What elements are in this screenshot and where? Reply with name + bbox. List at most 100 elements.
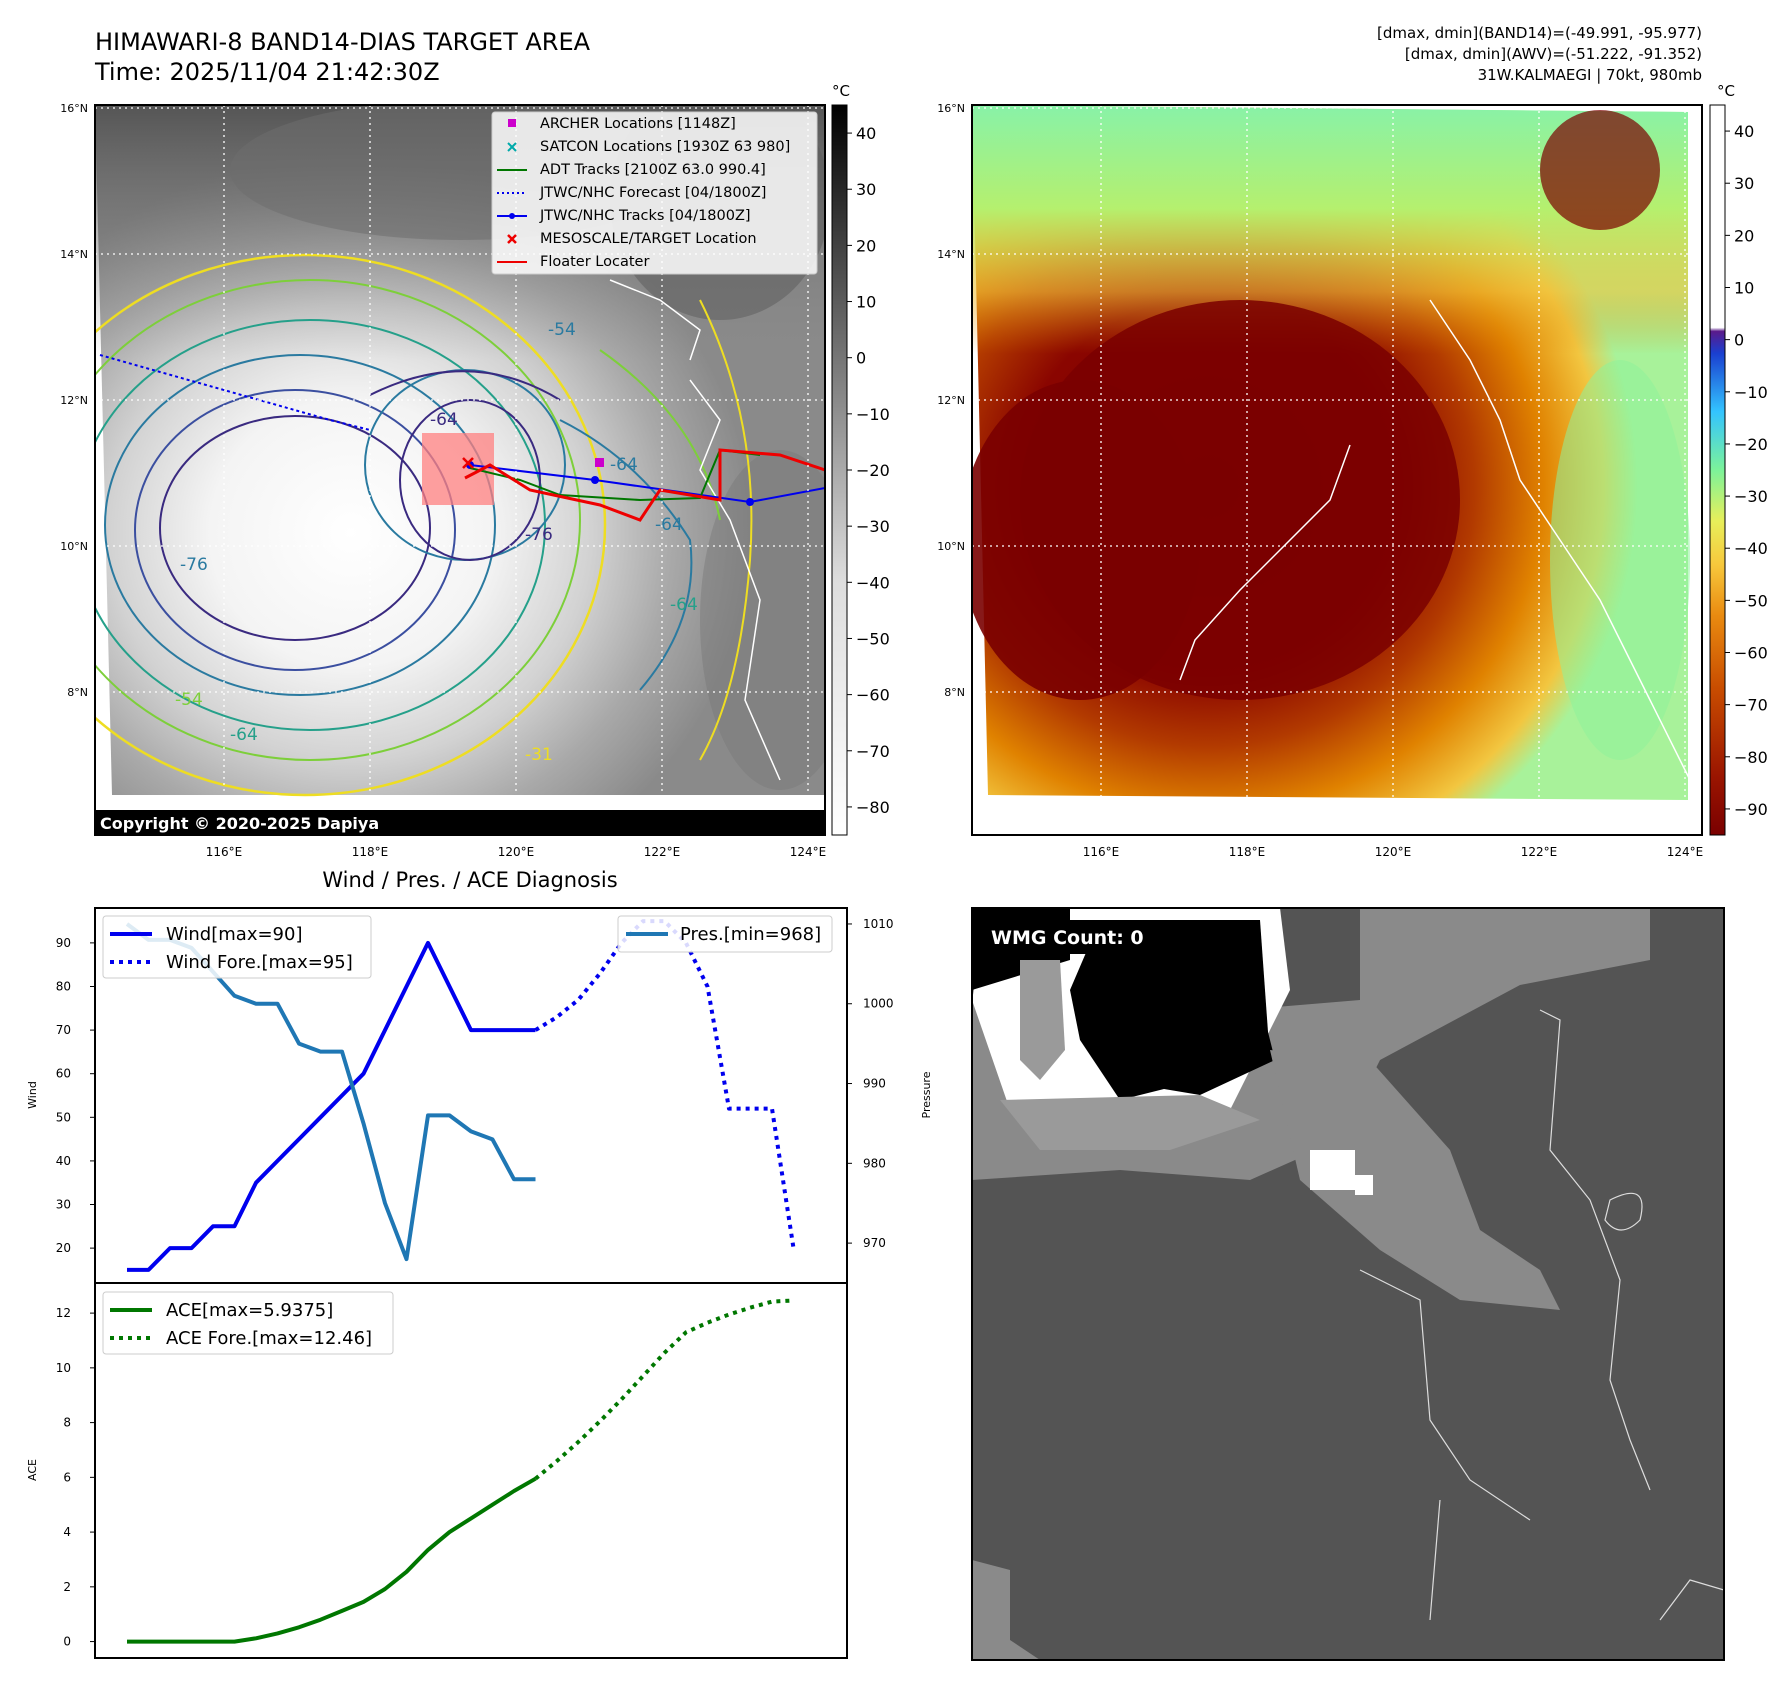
y-tick-label: 4 — [63, 1525, 71, 1539]
lon-label: 118°E — [352, 845, 389, 859]
copyright-text: Copyright © 2020-2025 Dapiya — [100, 814, 379, 833]
wind-legend: Wind[max=90] Wind Fore.[max=95] — [102, 915, 372, 979]
chart-title: Wind / Pres. / ACE Diagnosis — [322, 868, 617, 892]
copyright-box — [95, 810, 825, 835]
map-legend: ARCHER Locations [1148Z] SATCON Location… — [491, 111, 818, 275]
info-storm: 31W.KALMAEGI | 70kt, 980mb — [1478, 66, 1702, 84]
colorbar-tick-label: −10 — [1734, 383, 1768, 402]
lon-label: 120°E — [498, 845, 535, 859]
figure-time: Time: 2025/11/04 21:42:30Z — [94, 58, 440, 86]
contour-label: -64 — [655, 515, 683, 535]
lon-label: 116°E — [206, 845, 243, 859]
colorbar-tick-label: −70 — [856, 742, 890, 761]
y-tick-label: 90 — [56, 936, 71, 950]
y-tick-label: 80 — [56, 979, 71, 993]
y-tick-label: 60 — [56, 1067, 71, 1081]
contour-label: -64 — [230, 725, 258, 745]
ir-colorbar: °C 40 30 20 10 0 −10 −20 −30 −40 −50 −60 −70 −80 — [831, 82, 890, 836]
lon-label: 122°E — [644, 845, 681, 859]
legend-ace-fore: ACE Fore.[max=12.46] — [166, 1328, 372, 1349]
contour-label: -54 — [548, 320, 576, 340]
lat-label: 16°N — [60, 102, 88, 115]
colorbar-tick-label: 40 — [1734, 122, 1754, 141]
colorbar-tick-label: 30 — [1734, 174, 1754, 193]
lat-label: 12°N — [60, 394, 88, 407]
colorbar-tick-label: 0 — [856, 349, 866, 368]
legend-pressure: Pres.[min=968] — [680, 924, 821, 945]
series-line-wind — [127, 940, 536, 1272]
wind-pressure-chart: 20 30 40 50 60 70 80 90 970 980 990 1000 1010 Wind P… — [26, 907, 933, 1284]
y-tick-label-right: 1000 — [863, 997, 894, 1011]
colorbar-tick-label: 20 — [1734, 226, 1754, 245]
contour-label: -64 — [670, 595, 698, 615]
figure-title: HIMAWARI-8 BAND14-DIAS TARGET AREA — [95, 28, 591, 56]
legend-target: MESOSCALE/TARGET Location — [540, 231, 757, 247]
contour-label: -76 — [180, 555, 208, 575]
lon-label: 116°E — [1083, 845, 1120, 859]
colorbar-tick-label: 40 — [856, 124, 876, 143]
y-tick-label: 2 — [63, 1580, 71, 1594]
legend-jtwc-forecast: JTWC/NHC Forecast [04/1800Z] — [539, 185, 766, 201]
awv-map-panel: 16°N 14°N 12°N 10°N 8°N 116°E 118°E 120°… — [937, 82, 1768, 859]
y-tick-label: 20 — [56, 1241, 71, 1255]
y-tick-label: 0 — [63, 1635, 71, 1649]
lat-label: 16°N — [937, 102, 965, 115]
colorbar-tick-label: 30 — [856, 180, 876, 199]
colorbar-tick-label: 20 — [856, 236, 876, 255]
legend-floater: Floater Locater — [540, 254, 649, 270]
lat-label: 14°N — [60, 248, 88, 261]
lon-label: 120°E — [1375, 845, 1412, 859]
info-awv-range: [dmax, dmin](AWV)=(-51.222, -91.352) — [1405, 45, 1702, 63]
lat-label: 8°N — [944, 686, 965, 699]
colorbar-tick-label: −40 — [856, 573, 890, 592]
legend-satcon: SATCON Locations [1930Z 63 980] — [540, 139, 790, 155]
series-line-ace-fore- — [534, 1298, 794, 1481]
y-tick-label-right: 1010 — [863, 917, 894, 931]
archer-marker — [595, 458, 604, 467]
wmg-count-box — [981, 920, 1161, 954]
colorbar-tick-label: −80 — [1734, 748, 1768, 767]
colorbar-tick-label: 10 — [856, 293, 876, 312]
contour-label: -54 — [175, 690, 203, 710]
y-tick-label: 50 — [56, 1110, 71, 1124]
contour-label: -64 — [430, 410, 458, 430]
colorbar-tick-label: −20 — [1734, 435, 1768, 454]
legend-wind-fore: Wind Fore.[max=95] — [166, 952, 353, 973]
pressure-ylabel: Pressure — [920, 1071, 933, 1118]
info-band14-range: [dmax, dmin](BAND14)=(-49.991, -95.977) — [1377, 24, 1702, 42]
colorbar-tick-label: 0 — [1734, 331, 1744, 350]
colorbar-tick-label: −40 — [1734, 539, 1768, 558]
target-marker — [462, 457, 474, 469]
ir-colorbar-unit: °C — [832, 82, 850, 100]
y-tick-label: 12 — [56, 1306, 71, 1320]
legend-ace: ACE[max=5.9375] — [166, 1300, 333, 1321]
y-tick-label: 70 — [56, 1023, 71, 1037]
contour-label: -64 — [610, 455, 638, 475]
awv-colorbar: °C 40 30 20 10 0 −10 −20 −30 −40 −50 −60 −70 −80 −90 — [1709, 82, 1768, 836]
colorbar-tick-label: −30 — [856, 517, 890, 536]
lon-label: 124°E — [790, 845, 827, 859]
y-tick-label: 8 — [63, 1416, 71, 1430]
colorbar-tick-label: −90 — [1734, 800, 1768, 819]
colorbar-tick-label: 10 — [1734, 279, 1754, 298]
legend-wind: Wind[max=90] — [166, 924, 303, 945]
colorbar-tick-label: −60 — [856, 686, 890, 705]
awv-colorbar-unit: °C — [1717, 82, 1735, 100]
lat-label: 8°N — [67, 686, 88, 699]
ace-legend: ACE[max=5.9375] ACE Fore.[max=12.46] — [102, 1291, 394, 1355]
lon-label: 122°E — [1521, 845, 1558, 859]
wmg-panel: WMG Count: 0 — [971, 907, 1725, 1661]
colorbar-tick-label: −60 — [1734, 644, 1768, 663]
legend-adt: ADT Tracks [2100Z 63.0 990.4] — [540, 162, 766, 178]
y-tick-label: 10 — [56, 1361, 71, 1375]
colorbar-tick-label: −70 — [1734, 696, 1768, 715]
colorbar-tick-label: −50 — [856, 629, 890, 648]
wmg-count: WMG Count: 0 — [991, 927, 1144, 949]
colorbar-tick-label: −80 — [856, 798, 890, 817]
colorbar-tick-label: −50 — [1734, 591, 1768, 610]
series-line-ace — [127, 1476, 537, 1644]
contour-label: -31 — [525, 745, 553, 765]
colorbar-tick-label: −20 — [856, 461, 890, 480]
wind-ylabel: Wind — [26, 1081, 39, 1109]
ace-ylabel: ACE — [26, 1459, 39, 1481]
